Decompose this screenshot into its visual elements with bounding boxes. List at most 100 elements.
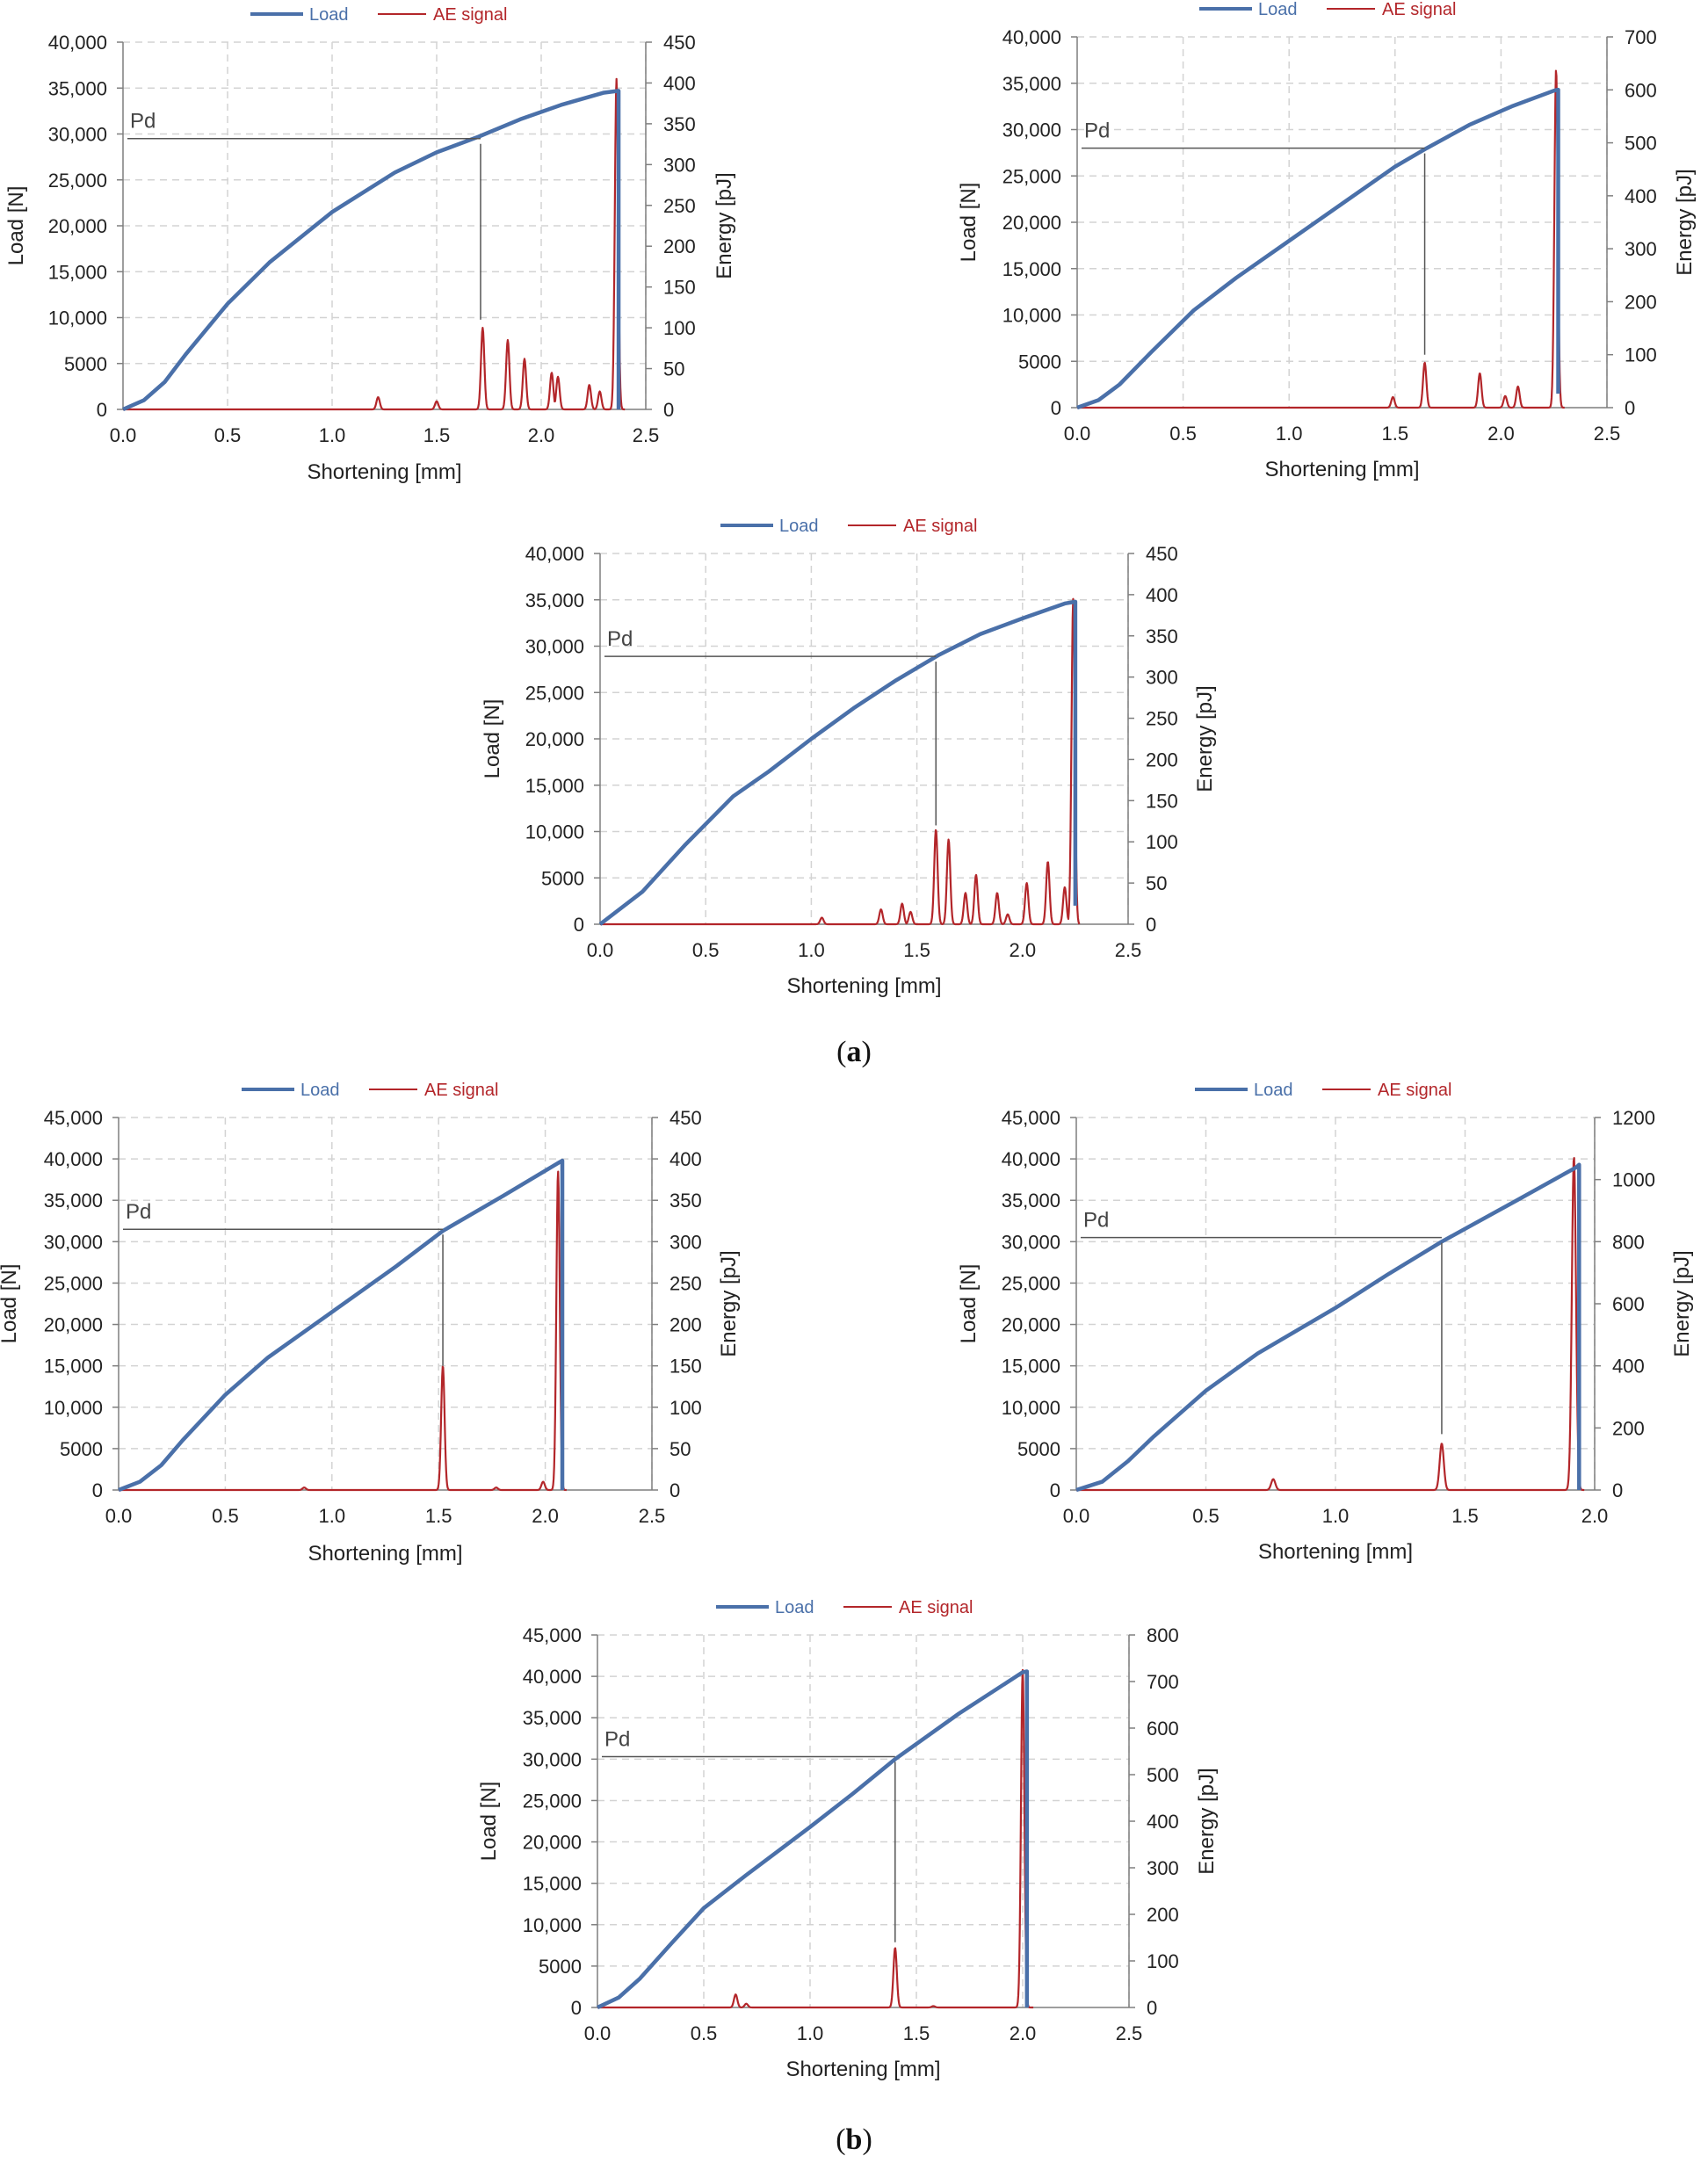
y2-tick-label: 600 — [1625, 79, 1657, 101]
y-tick-label: 40,000 — [1002, 1148, 1060, 1170]
x-axis-title: Shortening [mm] — [308, 1542, 462, 1566]
y-tick-label: 15,000 — [44, 1356, 103, 1378]
y-axis-title: Load [N] — [481, 699, 504, 779]
y-tick-label: 45,000 — [523, 1624, 582, 1646]
y-axis-title: Load [N] — [477, 1782, 501, 1862]
y2-tick-label: 300 — [669, 1231, 702, 1253]
y-tick-label: 25,000 — [48, 170, 107, 192]
y2-tick-label: 300 — [1625, 238, 1657, 260]
y2-tick-label: 200 — [663, 235, 696, 257]
y-tick-label: 25,000 — [525, 682, 584, 704]
load-line — [1076, 1165, 1579, 1490]
pd-label: Pd — [604, 1728, 630, 1752]
y2-tick-label: 400 — [1612, 1356, 1645, 1378]
y-tick-label: 5000 — [541, 867, 584, 889]
y-tick-label: 0 — [1050, 1479, 1060, 1501]
pd-label: Pd — [130, 110, 156, 134]
y2-tick-label: 50 — [663, 358, 684, 380]
y2-tick-label: 350 — [663, 113, 696, 135]
y2-tick-label: 50 — [669, 1438, 691, 1460]
y2-tick-label: 400 — [1146, 584, 1178, 606]
y2-tick-label: 100 — [1625, 344, 1657, 366]
legend-ae-label: AE signal — [1378, 1081, 1452, 1100]
x-tick-label: 1.5 — [903, 2022, 930, 2044]
y-tick-label: 0 — [97, 399, 107, 421]
y2-tick-label: 700 — [1147, 1671, 1179, 1693]
y-tick-label: 45,000 — [44, 1107, 103, 1129]
x-tick-label: 2.0 — [1010, 939, 1037, 961]
y2-tick-label: 300 — [1147, 1857, 1179, 1879]
y2-tick-label: 400 — [669, 1148, 702, 1170]
y-tick-label: 20,000 — [1002, 212, 1061, 234]
y-tick-label: 15,000 — [1002, 258, 1061, 280]
y-tick-label: 40,000 — [44, 1148, 103, 1170]
x-tick-label: 2.0 — [1010, 2022, 1037, 2044]
legend-ae-label: AE signal — [903, 517, 978, 536]
y-tick-label: 10,000 — [1002, 1397, 1060, 1419]
x-axis-title: Shortening [mm] — [1258, 1540, 1413, 1564]
svg-text:(a): (a) — [836, 1036, 872, 1068]
caption-b-letter: b — [846, 2123, 863, 2156]
x-tick-label: 1.5 — [903, 939, 930, 961]
caption-a-letter: a — [847, 1036, 862, 1068]
x-tick-label: 0.0 — [110, 424, 137, 446]
x-tick-label: 2.5 — [1594, 423, 1621, 445]
y-tick-label: 15,000 — [48, 261, 107, 283]
y2-tick-label: 400 — [1625, 185, 1657, 207]
y2-tick-label: 150 — [663, 277, 696, 299]
y2-tick-label: 350 — [669, 1190, 702, 1212]
x-tick-label: 0.5 — [1192, 1505, 1219, 1527]
y2-axis-title: Energy [pJ] — [717, 1250, 741, 1356]
y-tick-label: 35,000 — [44, 1190, 103, 1212]
caption-b-close: ) — [862, 2123, 872, 2156]
ae-signal-line — [1077, 71, 1565, 408]
x-tick-label: 1.0 — [798, 939, 825, 961]
y-tick-label: 5000 — [539, 1956, 582, 1978]
y2-tick-label: 400 — [663, 72, 696, 94]
legend-load-label: Load — [775, 1598, 814, 1617]
x-tick-label: 0.0 — [584, 2022, 612, 2044]
y-tick-label: 5000 — [1017, 1438, 1060, 1460]
x-tick-label: 1.0 — [319, 1505, 346, 1527]
y-tick-label: 25,000 — [1002, 1272, 1060, 1294]
y-tick-label: 30,000 — [1002, 1231, 1060, 1253]
y-tick-label: 5000 — [64, 353, 107, 375]
y-tick-label: 10,000 — [525, 821, 584, 843]
y2-tick-label: 100 — [1147, 1950, 1179, 1972]
y-tick-label: 10,000 — [523, 1914, 582, 1936]
caption-a: (a) — [836, 1036, 872, 1068]
x-tick-label: 2.5 — [633, 424, 660, 446]
y2-tick-label: 350 — [1146, 626, 1178, 647]
y2-axis-title: Energy [pJ] — [1673, 169, 1697, 275]
y-tick-label: 25,000 — [44, 1272, 103, 1294]
y2-tick-label: 600 — [1147, 1718, 1179, 1740]
y2-tick-label: 250 — [669, 1272, 702, 1294]
y2-tick-label: 700 — [1625, 26, 1657, 48]
y2-tick-label: 100 — [1146, 831, 1178, 853]
y2-tick-label: 200 — [1147, 1904, 1179, 1926]
load-line — [597, 1671, 1027, 2007]
y2-tick-label: 100 — [669, 1397, 702, 1419]
y2-axis-title: Energy [pJ] — [713, 172, 736, 278]
y-tick-label: 35,000 — [1002, 1190, 1060, 1212]
y-tick-label: 20,000 — [525, 728, 584, 750]
y2-tick-label: 300 — [663, 154, 696, 176]
legend-load-label: Load — [1258, 0, 1298, 19]
y-axis-title: Load [N] — [957, 183, 981, 263]
y-tick-label: 0 — [92, 1479, 103, 1501]
x-tick-label: 0.5 — [214, 424, 242, 446]
pd-label: Pd — [126, 1200, 151, 1224]
y2-tick-label: 0 — [1625, 397, 1635, 419]
y2-tick-label: 1200 — [1612, 1107, 1655, 1129]
y-tick-label: 15,000 — [523, 1873, 582, 1895]
x-tick-label: 2.5 — [639, 1505, 666, 1527]
figure: 0.00.51.01.52.02.50500010,00015,00020,00… — [0, 0, 1708, 2166]
x-axis-title: Shortening [mm] — [786, 974, 941, 998]
y-tick-label: 30,000 — [523, 1748, 582, 1770]
caption-a-close: ) — [862, 1036, 872, 1068]
ae-signal-line — [123, 79, 625, 409]
pd-label: Pd — [607, 627, 633, 651]
y2-tick-label: 450 — [1146, 543, 1178, 565]
x-tick-label: 0.5 — [691, 2022, 718, 2044]
